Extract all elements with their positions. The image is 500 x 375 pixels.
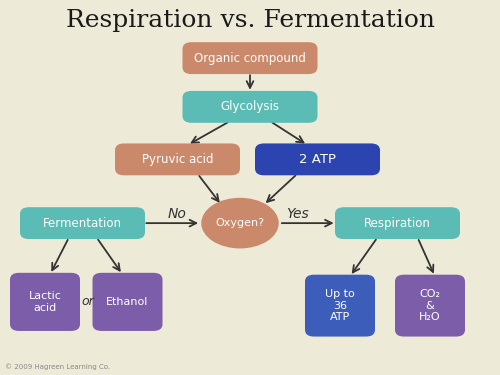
FancyBboxPatch shape [115, 144, 240, 176]
Text: Lactic
acid: Lactic acid [28, 291, 62, 313]
Text: or: or [81, 296, 94, 308]
Text: Organic compound: Organic compound [194, 52, 306, 64]
Text: CO₂
&
H₂O: CO₂ & H₂O [419, 289, 441, 322]
Text: Respiration vs. Fermentation: Respiration vs. Fermentation [66, 9, 434, 32]
FancyBboxPatch shape [182, 91, 318, 123]
Text: Yes: Yes [286, 207, 309, 221]
FancyBboxPatch shape [10, 273, 80, 331]
FancyBboxPatch shape [305, 274, 375, 337]
Text: 2 ATP: 2 ATP [299, 153, 336, 166]
Text: Fermentation: Fermentation [43, 217, 122, 229]
Text: Pyruvic acid: Pyruvic acid [142, 153, 213, 166]
Text: Respiration: Respiration [364, 217, 431, 229]
Text: No: No [168, 207, 187, 221]
FancyBboxPatch shape [335, 207, 460, 239]
Ellipse shape [201, 198, 279, 249]
FancyBboxPatch shape [182, 42, 318, 74]
Text: Ethanol: Ethanol [106, 297, 148, 307]
FancyBboxPatch shape [92, 273, 162, 331]
Text: Up to
36
ATP: Up to 36 ATP [325, 289, 355, 322]
FancyBboxPatch shape [395, 274, 465, 337]
Text: © 2009 Hagreen Learning Co.: © 2009 Hagreen Learning Co. [5, 364, 110, 370]
FancyBboxPatch shape [20, 207, 145, 239]
Text: Oxygen?: Oxygen? [216, 218, 264, 228]
Text: Glycolysis: Glycolysis [220, 100, 280, 113]
FancyBboxPatch shape [255, 144, 380, 176]
